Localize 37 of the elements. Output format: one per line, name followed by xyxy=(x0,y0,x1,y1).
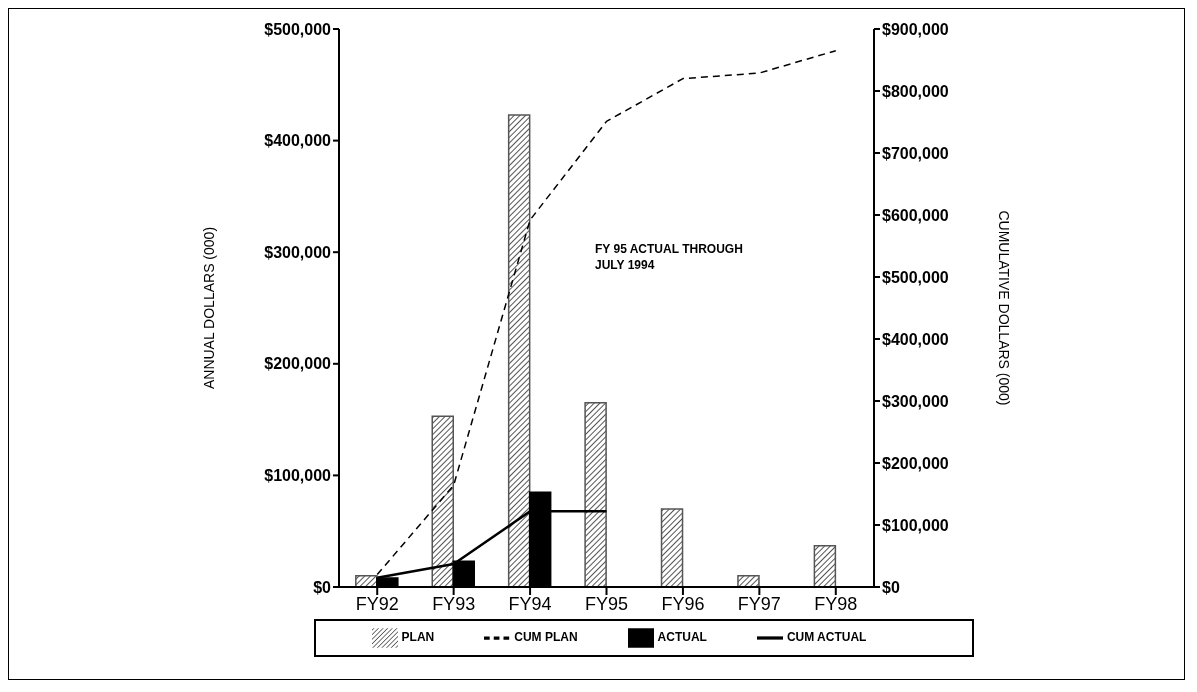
bar xyxy=(737,575,760,587)
x-tick-label: FY95 xyxy=(584,593,629,614)
y2-tick-label: $200,000 xyxy=(882,454,949,472)
y2-tick-label: $900,000 xyxy=(882,20,949,38)
x-tick-label: FY97 xyxy=(737,593,781,614)
y-tick-label: $200,000 xyxy=(264,355,332,373)
x-tick-label: FY96 xyxy=(661,593,705,614)
y2-tick-label: $700,000 xyxy=(882,144,949,162)
x-tick-label: FY94 xyxy=(508,593,552,614)
x-tick-label: FY98 xyxy=(814,593,858,614)
y-tick-label: $100,000 xyxy=(264,467,332,485)
bar xyxy=(813,544,837,587)
x-tick-label: FY93 xyxy=(432,593,476,614)
y-tick-label: $400,000 xyxy=(264,132,332,150)
bar xyxy=(584,402,607,587)
y-axis-title: ANNUAL DOLLARS (000) xyxy=(200,226,217,390)
y2-tick-label: $400,000 xyxy=(882,330,949,348)
y2-tick-label: $600,000 xyxy=(882,206,949,224)
y-tick-label: $300,000 xyxy=(264,243,332,261)
bar xyxy=(660,508,684,587)
legend-label: CUM PLAN xyxy=(514,630,578,645)
y2-tick-label: $100,000 xyxy=(882,516,949,534)
y-tick-label: $500,000 xyxy=(264,20,332,38)
y-tick-label: $0 xyxy=(313,578,332,596)
annotation: FY 95 ACTUAL THROUGH JULY 1994 xyxy=(595,241,744,273)
bar xyxy=(507,114,531,587)
bar xyxy=(431,415,454,587)
y2-axis-title: CUMULATIVE DOLLARS (000) xyxy=(996,210,1013,406)
legend-label: PLAN xyxy=(401,630,435,645)
y2-tick-label: $300,000 xyxy=(882,392,949,410)
y2-tick-label: $0 xyxy=(882,578,900,596)
y2-tick-label: $500,000 xyxy=(882,268,949,286)
legend-label: CUM ACTUAL xyxy=(786,630,867,645)
x-tick-label: FY92 xyxy=(355,593,399,614)
y2-tick-label: $800,000 xyxy=(882,82,949,100)
line-series xyxy=(376,49,837,576)
legend-label: ACTUAL xyxy=(657,630,707,645)
